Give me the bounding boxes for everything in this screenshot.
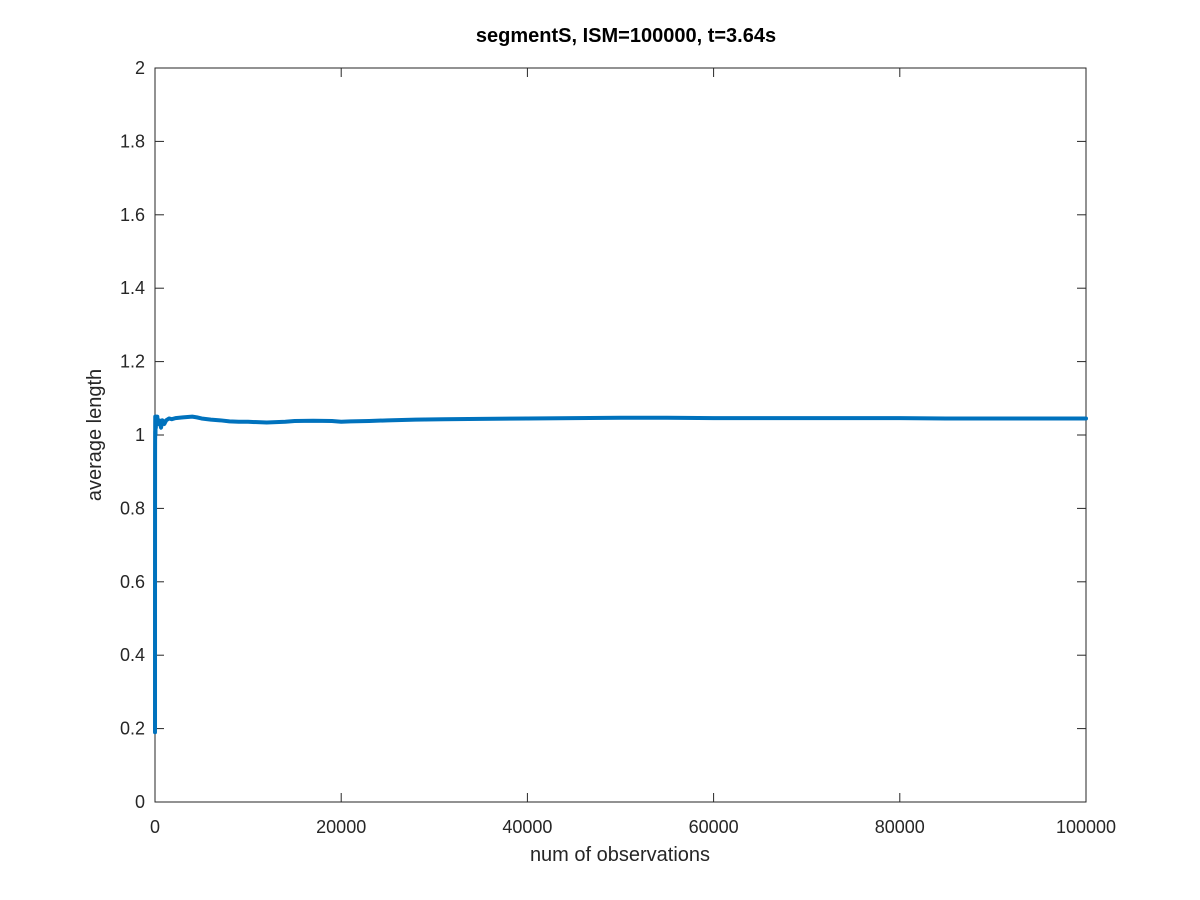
data-point: [164, 418, 168, 422]
data-point: [153, 429, 157, 433]
y-tick-label: 0.8: [120, 498, 145, 518]
data-point: [162, 422, 166, 426]
data-point: [367, 419, 371, 423]
data-point: [572, 416, 576, 420]
data-point: [255, 420, 260, 424]
data-point: [805, 416, 809, 420]
data-point: [153, 613, 157, 617]
data-point: [525, 416, 530, 421]
data-point: [265, 420, 269, 425]
x-axis-label: num of observations: [530, 844, 710, 866]
data-point: [237, 420, 241, 424]
x-tick-label: 20000: [316, 817, 366, 837]
data-point: [153, 473, 157, 477]
data-point: [218, 418, 222, 422]
data-point: [195, 415, 199, 419]
data-point: [209, 417, 213, 422]
data-point: [1037, 416, 1042, 421]
y-tick-label: 1: [135, 425, 145, 445]
data-point: [181, 415, 185, 419]
data-point: [283, 420, 287, 424]
x-tick-label: 80000: [875, 817, 925, 837]
data-point: [157, 418, 161, 422]
data-point: [758, 416, 762, 420]
data-point: [159, 426, 163, 430]
data-point: [185, 415, 190, 419]
data-point: [1084, 416, 1088, 421]
data-point: [898, 416, 902, 420]
data-point: [153, 459, 157, 463]
y-tick-label: 0.6: [120, 572, 145, 592]
y-tick-label: 0: [135, 792, 145, 812]
data-point: [153, 561, 157, 566]
x-axis-ticks: 0 20000 40000 60000 80000 100000: [150, 68, 1116, 837]
data-point: [386, 418, 390, 422]
data-point: [479, 417, 483, 421]
data-series: [153, 414, 1088, 735]
data-point: [227, 419, 232, 424]
data-point: [348, 419, 353, 424]
data-point: [712, 416, 716, 420]
data-point: [153, 488, 157, 492]
x-tick-label: 0: [150, 817, 160, 837]
data-point: [274, 420, 278, 424]
y-tick-label: 0.4: [120, 645, 145, 665]
data-point: [153, 440, 157, 444]
y-axis-ticks: 0 0.2 0.4 0.6 0.8 1 1.2 1.4 1.6 1.8 2: [120, 58, 1086, 812]
y-tick-label: 2: [135, 58, 145, 78]
data-point: [293, 419, 297, 423]
x-tick-label: 40000: [502, 817, 552, 837]
data-point: [944, 416, 948, 421]
data-point: [158, 422, 162, 426]
data-point: [339, 420, 343, 424]
data-point: [153, 433, 158, 437]
data-point: [155, 415, 159, 419]
y-tick-label: 1.8: [120, 131, 145, 151]
data-point: [311, 419, 315, 423]
data-point: [414, 417, 418, 422]
data-point: [442, 417, 446, 421]
y-tick-label: 1.4: [120, 278, 145, 298]
data-point: [330, 419, 334, 423]
y-tick-label: 1.2: [120, 352, 145, 372]
data-point: [991, 416, 995, 421]
data-point: [153, 437, 157, 441]
data-point: [177, 416, 181, 420]
y-tick-label: 1.6: [120, 205, 145, 225]
data-point: [154, 426, 158, 430]
data-point: [153, 539, 157, 544]
data-point: [156, 422, 160, 426]
data-point: [190, 415, 194, 419]
data-point: [246, 420, 250, 424]
data-point: [199, 416, 204, 421]
chart-title: segmentS, ISM=100000, t=3.64s: [476, 25, 776, 47]
data-point: [665, 416, 669, 420]
data-point: [173, 416, 178, 420]
x-tick-label: 60000: [689, 817, 739, 837]
data-point: [153, 448, 157, 452]
data-point: [618, 416, 623, 420]
data-point: [153, 730, 157, 734]
data-point: [153, 514, 157, 518]
x-tick-label: 100000: [1056, 817, 1116, 837]
data-point: [160, 418, 165, 422]
data-point: [170, 417, 174, 421]
plot-area: 0 20000 40000 60000 80000 100000 0 0.2 0.4 0.6 0.…: [120, 58, 1116, 837]
data-point: [851, 416, 855, 420]
y-axis-label: average length: [84, 369, 106, 501]
data-point: [167, 416, 171, 421]
y-tick-label: 0.2: [120, 719, 145, 739]
